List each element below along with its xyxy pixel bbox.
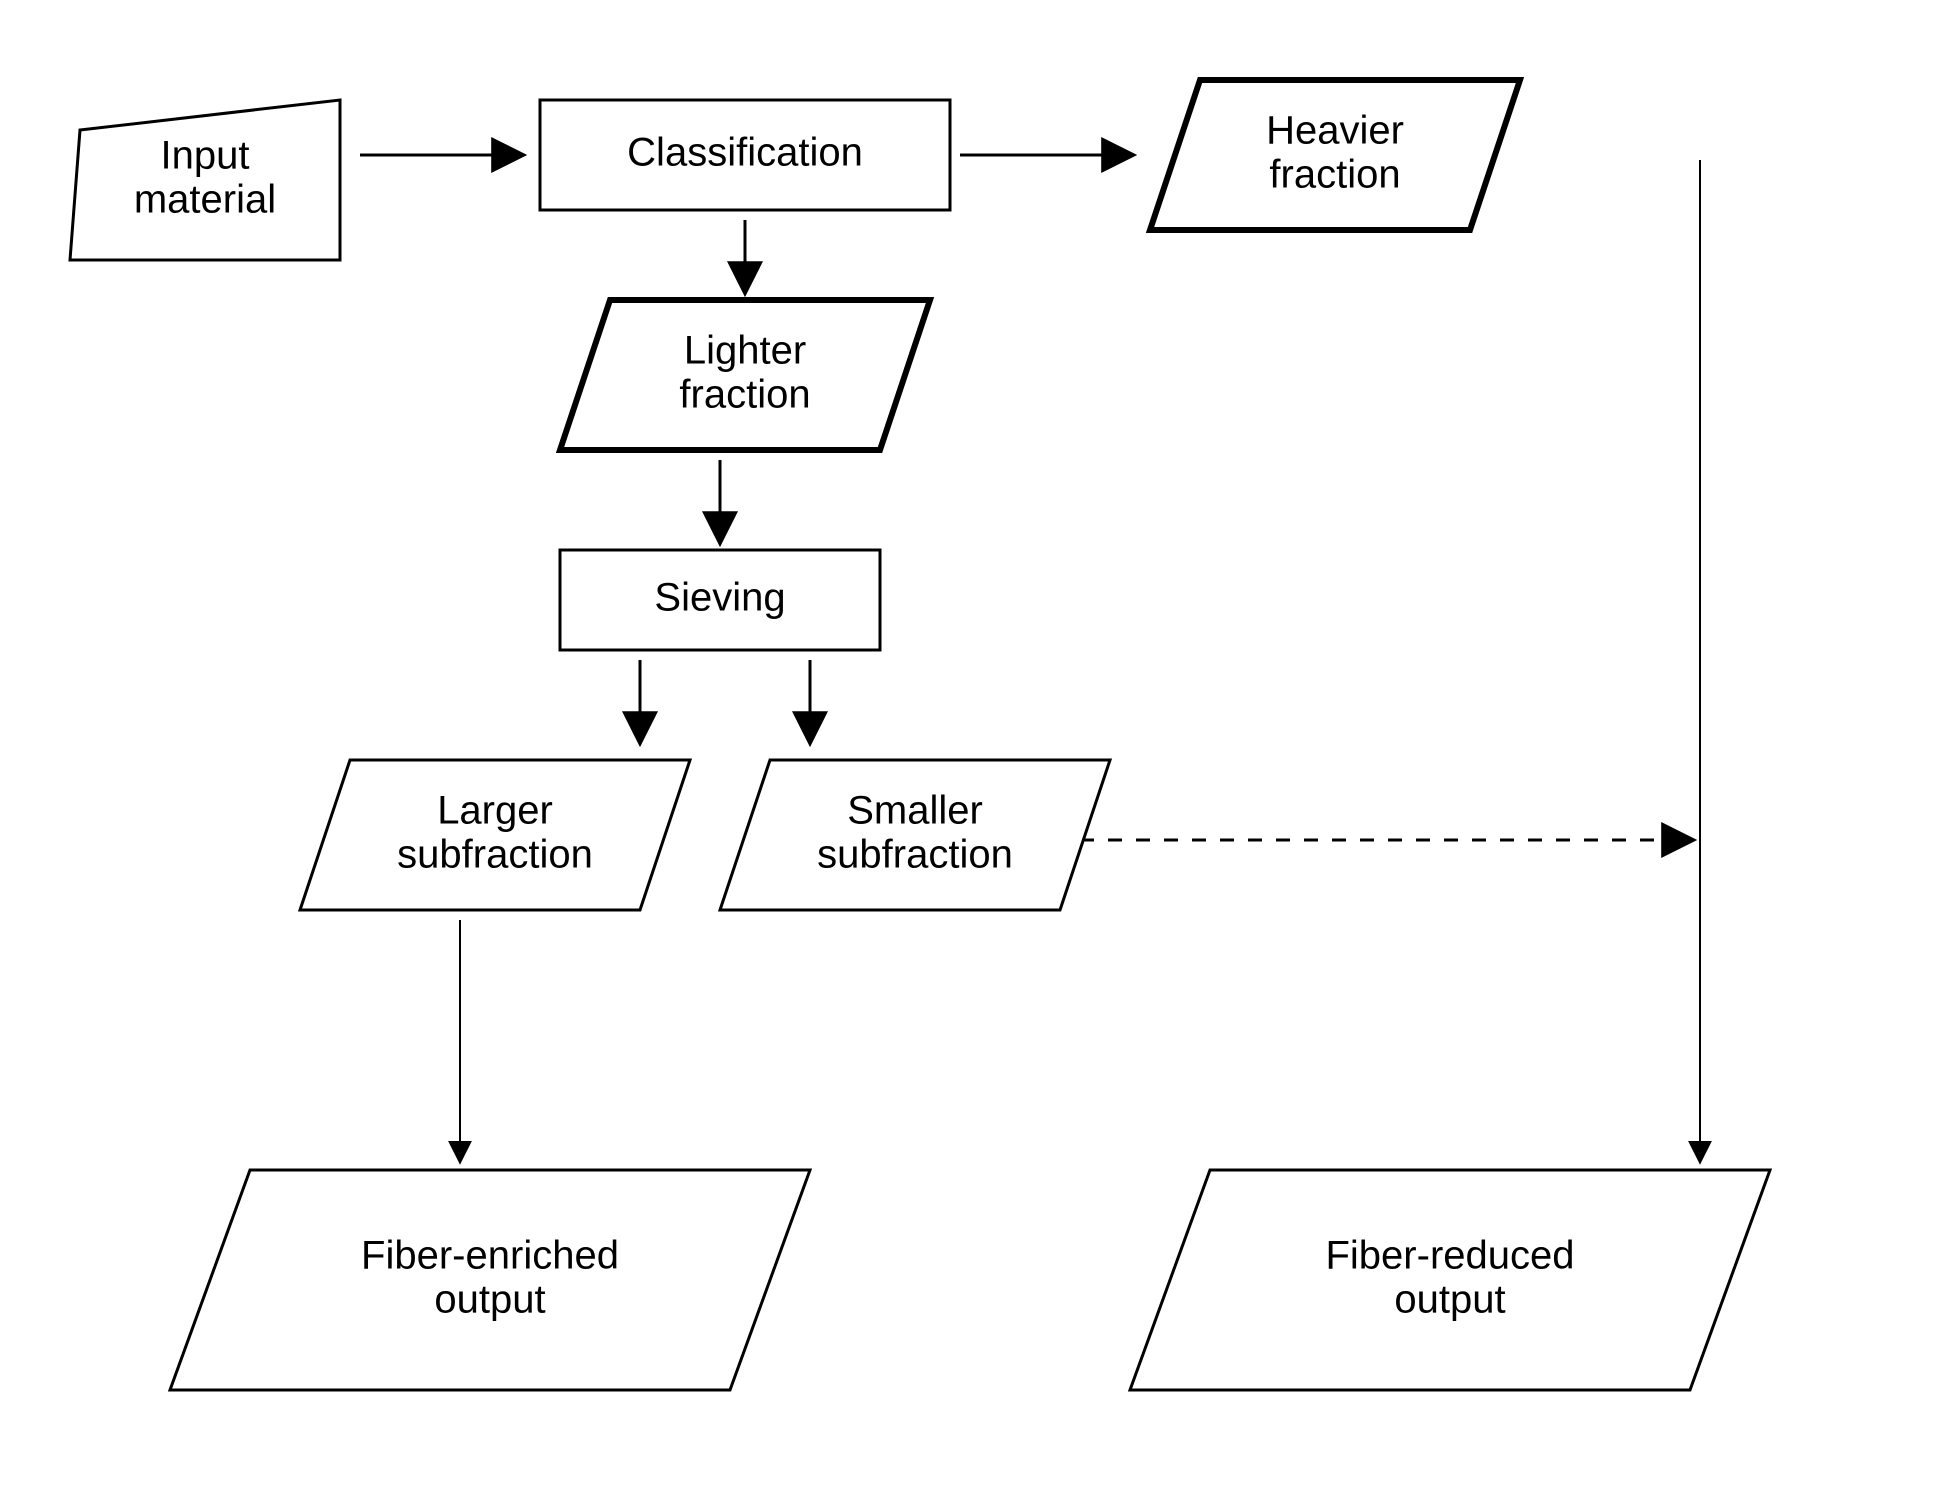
node-class: Classification: [540, 100, 950, 210]
node-lighter: Lighterfraction: [560, 300, 930, 450]
node-enriched: Fiber-enrichedoutput: [170, 1170, 810, 1390]
svg-text:Larger: Larger: [437, 789, 553, 833]
node-sieving: Sieving: [560, 550, 880, 650]
svg-text:Lighter: Lighter: [684, 329, 806, 373]
svg-text:material: material: [134, 178, 276, 222]
svg-text:fraction: fraction: [1269, 153, 1400, 197]
svg-text:Smaller: Smaller: [847, 789, 983, 833]
svg-text:Heavier: Heavier: [1266, 109, 1404, 153]
svg-text:subfraction: subfraction: [817, 833, 1013, 877]
svg-text:Fiber-reduced: Fiber-reduced: [1325, 1234, 1574, 1278]
node-reduced: Fiber-reducedoutput: [1130, 1170, 1770, 1390]
node-smaller: Smallersubfraction: [720, 760, 1110, 910]
svg-text:output: output: [1394, 1278, 1505, 1322]
svg-text:subfraction: subfraction: [397, 833, 593, 877]
svg-text:Fiber-enriched: Fiber-enriched: [361, 1234, 619, 1278]
flowchart-diagram: InputmaterialClassificationHeavierfracti…: [0, 0, 1956, 1494]
svg-text:fraction: fraction: [679, 373, 810, 417]
svg-text:Classification: Classification: [627, 131, 863, 175]
svg-text:Input: Input: [161, 134, 250, 178]
node-larger: Largersubfraction: [300, 760, 690, 910]
node-heavier: Heavierfraction: [1150, 80, 1520, 230]
svg-text:output: output: [434, 1278, 545, 1322]
svg-text:Sieving: Sieving: [654, 576, 785, 620]
node-input: Inputmaterial: [70, 100, 340, 260]
